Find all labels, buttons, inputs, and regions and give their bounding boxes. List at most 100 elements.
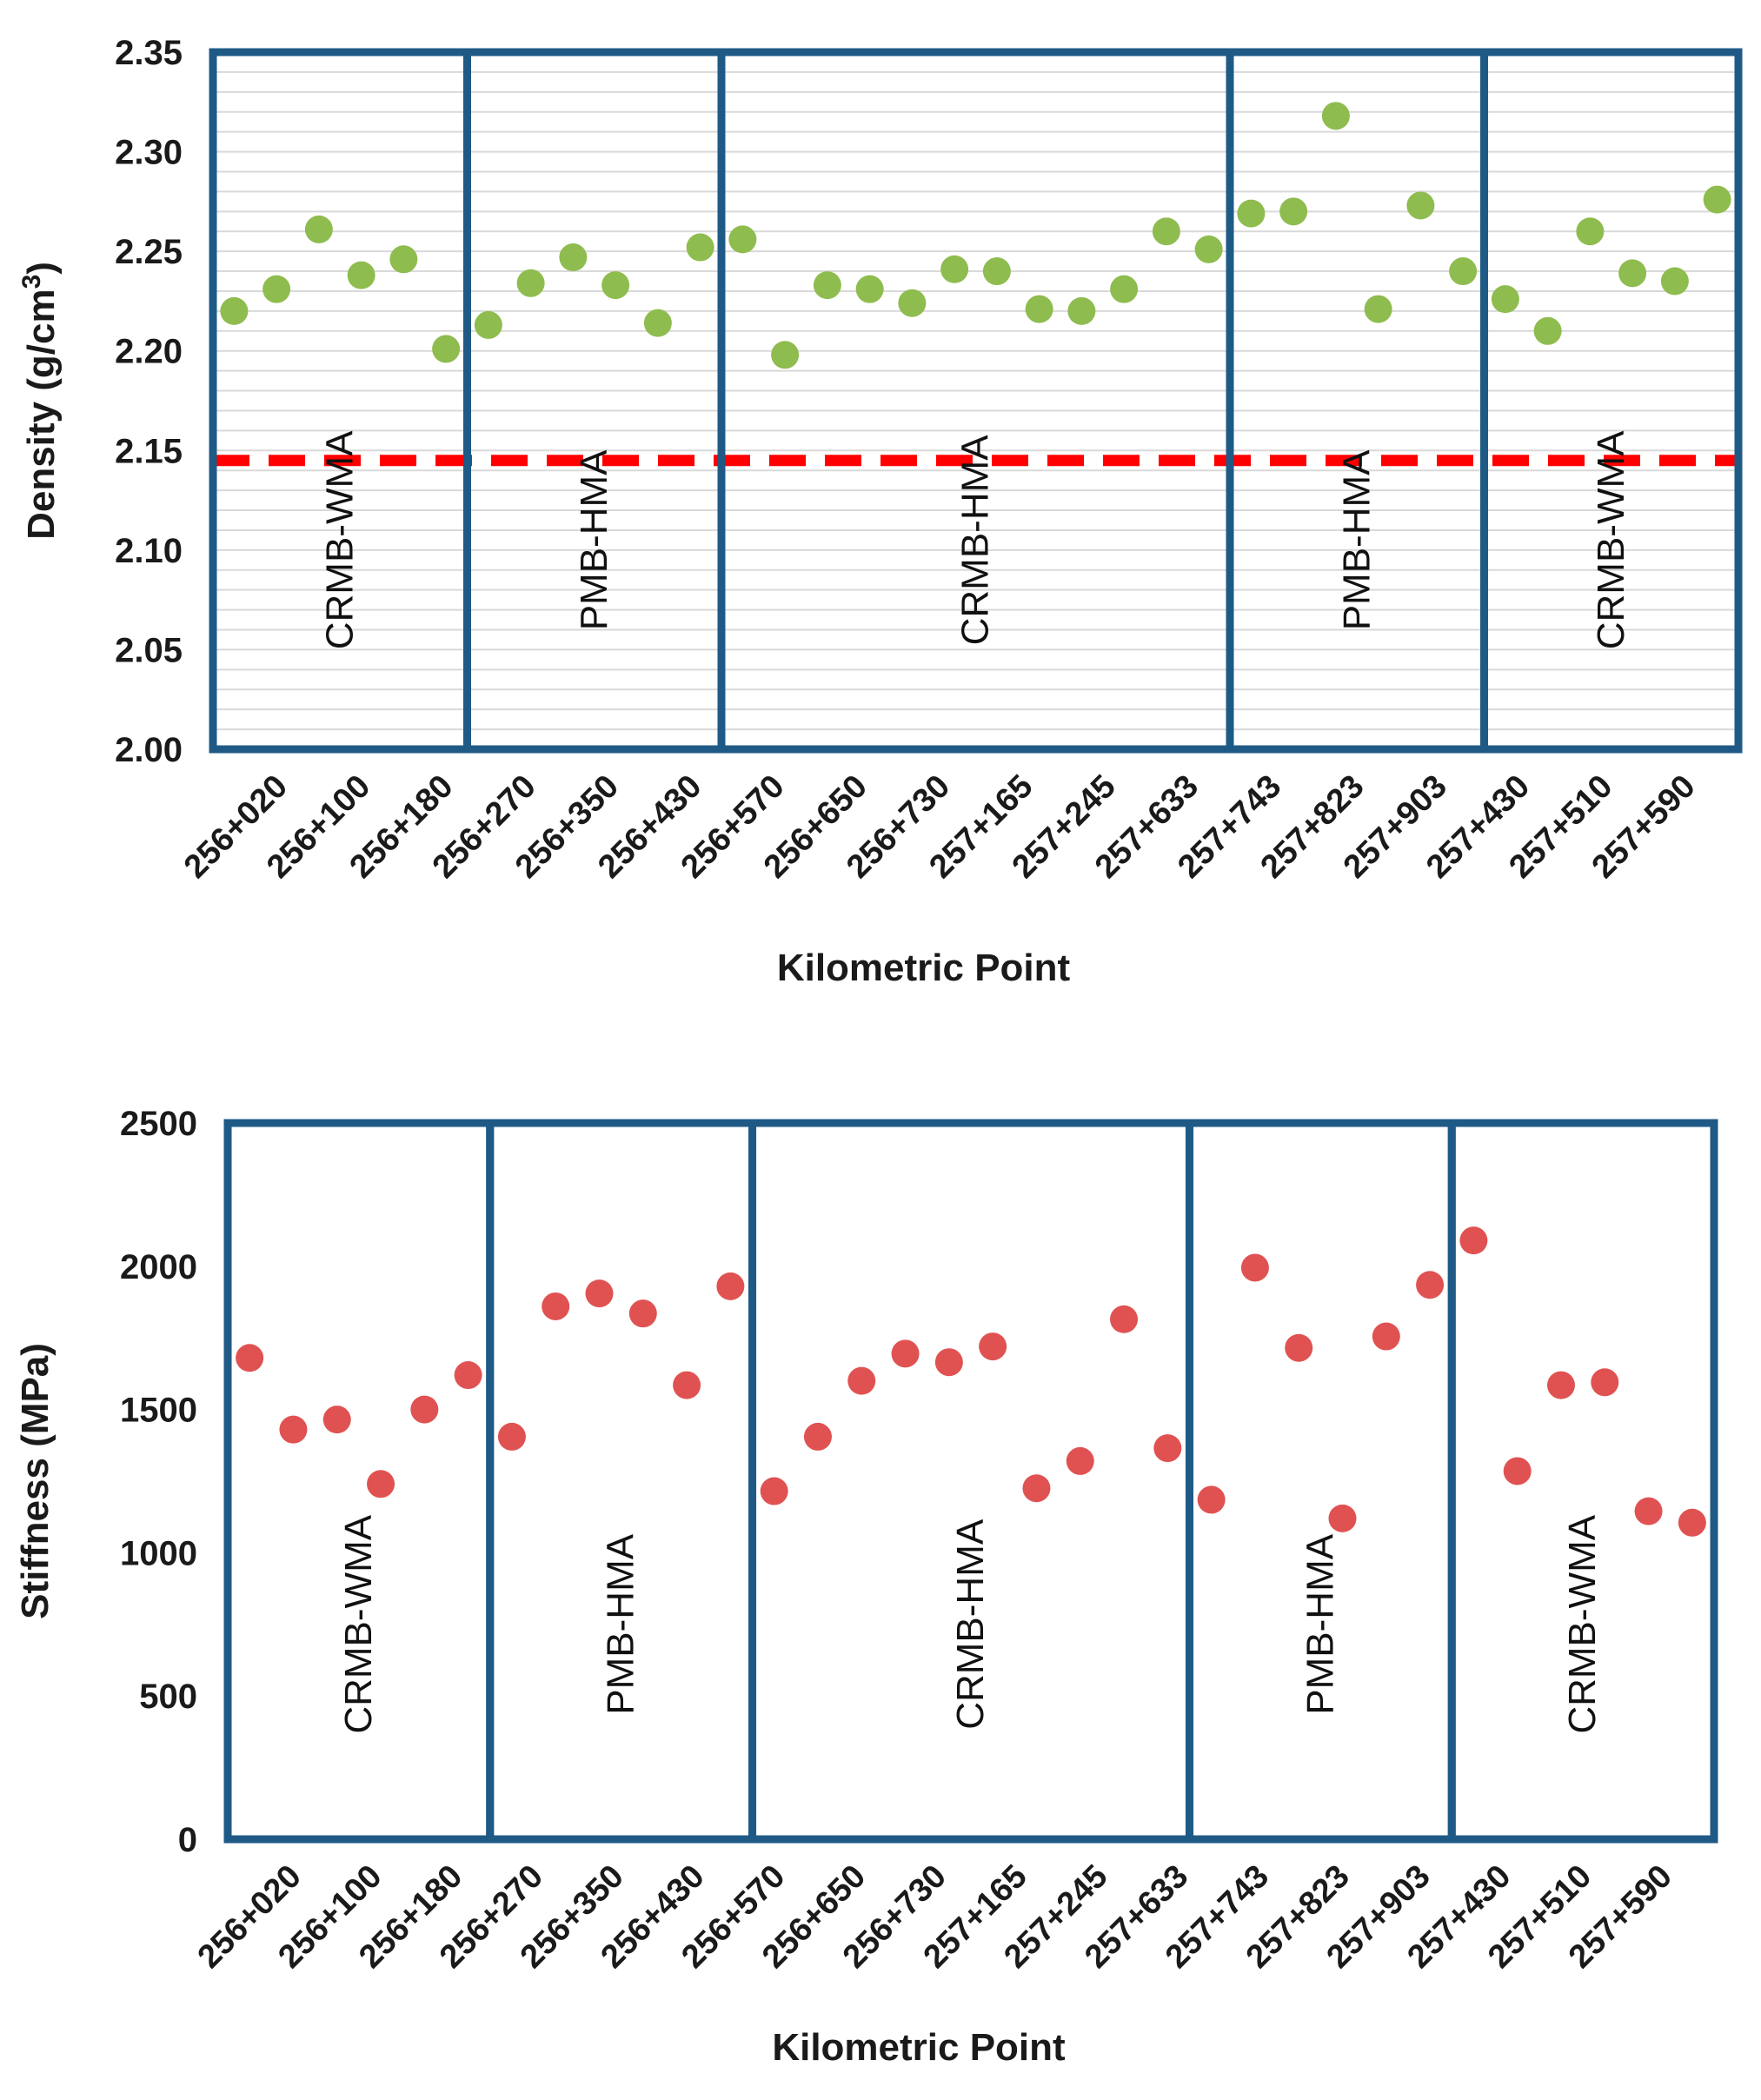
x-axis-title: Kilometric Point bbox=[777, 947, 1071, 989]
data-point bbox=[940, 255, 969, 283]
data-point bbox=[855, 275, 884, 303]
data-point bbox=[1449, 257, 1478, 286]
data-point bbox=[728, 225, 757, 254]
data-point bbox=[347, 261, 375, 289]
data-point bbox=[643, 309, 672, 337]
data-point bbox=[262, 275, 291, 303]
section-label: PMB-HMA bbox=[1299, 1533, 1341, 1714]
data-point bbox=[542, 1292, 570, 1320]
data-point bbox=[1678, 1508, 1706, 1537]
data-point bbox=[1546, 1371, 1575, 1399]
section-label: PMB-HMA bbox=[573, 449, 615, 630]
section-box bbox=[463, 48, 726, 754]
y-tick-label: 2.05 bbox=[115, 631, 183, 669]
data-point bbox=[891, 1339, 920, 1368]
y-tick-label: 2.15 bbox=[115, 432, 183, 470]
data-point bbox=[1321, 102, 1350, 130]
data-point bbox=[585, 1279, 614, 1308]
data-point bbox=[716, 1272, 745, 1300]
y-tick-label: 2.25 bbox=[115, 233, 183, 271]
data-point bbox=[1703, 185, 1731, 214]
data-point bbox=[1618, 259, 1647, 288]
data-point bbox=[1576, 217, 1605, 246]
data-point bbox=[979, 1332, 1007, 1361]
data-point bbox=[516, 269, 545, 297]
data-point bbox=[1634, 1497, 1663, 1525]
section-label: CRMB-HMA bbox=[949, 1519, 992, 1730]
data-point bbox=[279, 1415, 308, 1444]
section-label: PMB-HMA bbox=[1335, 449, 1378, 630]
section-box bbox=[748, 1119, 1193, 1844]
x-axis-title: Kilometric Point bbox=[772, 2026, 1066, 2069]
data-point bbox=[1022, 1474, 1051, 1503]
section-label: CRMB-WMA bbox=[318, 430, 361, 649]
data-point bbox=[432, 335, 461, 363]
section-label: PMB-HMA bbox=[600, 1533, 642, 1714]
y-tick-label: 2.35 bbox=[115, 34, 183, 72]
data-point bbox=[1416, 1271, 1445, 1299]
data-point bbox=[601, 271, 630, 300]
data-point bbox=[982, 257, 1011, 286]
data-point bbox=[1110, 1305, 1139, 1333]
data-point bbox=[673, 1371, 701, 1399]
data-point bbox=[236, 1344, 264, 1372]
section-label: CRMB-WMA bbox=[337, 1514, 380, 1733]
section-label: CRMB-WMA bbox=[1561, 1514, 1604, 1733]
data-point bbox=[1533, 316, 1562, 345]
data-point bbox=[1279, 197, 1308, 226]
data-point bbox=[1194, 235, 1223, 263]
data-point bbox=[686, 233, 714, 262]
data-point bbox=[1591, 1368, 1619, 1397]
data-point bbox=[497, 1422, 526, 1451]
data-point bbox=[1237, 199, 1266, 228]
y-tick-label: 1000 bbox=[120, 1534, 197, 1572]
y-tick-label: 2.00 bbox=[115, 731, 183, 769]
data-point bbox=[1153, 1434, 1182, 1463]
data-point bbox=[1406, 191, 1435, 220]
data-point bbox=[367, 1470, 395, 1499]
data-point bbox=[1660, 267, 1689, 296]
data-point bbox=[1285, 1333, 1313, 1362]
data-point bbox=[771, 341, 800, 369]
data-point bbox=[898, 289, 927, 317]
section-box bbox=[1185, 1119, 1456, 1844]
data-point bbox=[474, 310, 502, 339]
data-point bbox=[760, 1477, 788, 1505]
density-chart: 2.00 2.05 2.10 2.15 2.20 2.25 2.30 2.35 Density … bbox=[17, 34, 1743, 989]
data-point bbox=[803, 1422, 832, 1451]
data-point bbox=[1503, 1457, 1532, 1485]
data-point bbox=[813, 271, 841, 300]
data-point bbox=[1197, 1485, 1226, 1514]
data-point bbox=[934, 1348, 963, 1377]
y-axis-title: Density (g/cm3) bbox=[17, 262, 63, 540]
stiffness-chart: 0 500 1000 1500 2000 2500 Stiffness (MPa) CRMB-… bbox=[14, 1105, 1718, 2069]
data-point bbox=[454, 1361, 482, 1390]
y-tick-label: 2000 bbox=[120, 1248, 197, 1286]
data-point bbox=[559, 243, 588, 272]
data-point bbox=[410, 1395, 439, 1424]
y-tick-label: 0 bbox=[178, 1821, 197, 1859]
data-point bbox=[389, 245, 418, 274]
y-tick-label: 500 bbox=[139, 1678, 197, 1716]
data-point bbox=[1240, 1253, 1269, 1282]
data-point bbox=[322, 1406, 351, 1434]
y-tick-label: 2.30 bbox=[115, 134, 183, 172]
data-point bbox=[1066, 1446, 1094, 1475]
section-label: CRMB-WMA bbox=[1590, 430, 1632, 649]
data-point bbox=[1025, 295, 1053, 323]
y-tick-label: 2.10 bbox=[115, 532, 183, 570]
section-box bbox=[1447, 1119, 1718, 1844]
y-tick-label: 2.20 bbox=[115, 333, 183, 371]
data-point bbox=[628, 1299, 657, 1328]
data-point bbox=[1459, 1226, 1488, 1255]
data-point bbox=[1491, 285, 1519, 314]
data-point bbox=[1372, 1322, 1400, 1351]
section-box bbox=[1480, 48, 1743, 754]
data-point bbox=[304, 215, 333, 243]
data-point bbox=[1328, 1504, 1357, 1532]
data-point bbox=[1110, 275, 1139, 303]
data-point bbox=[847, 1366, 876, 1395]
data-point bbox=[1152, 217, 1180, 246]
section-box bbox=[1226, 48, 1488, 754]
